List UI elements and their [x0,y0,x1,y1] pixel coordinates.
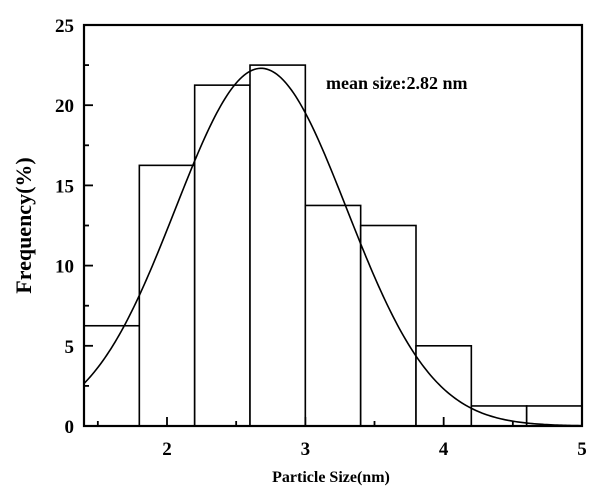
histogram-bar-2 [138,164,196,427]
histogram-bar-9 [525,405,583,427]
x-axis-label: Particle Size(nm) [272,469,390,486]
histogram-bar-5 [304,204,362,427]
y-tick-label: 10 [55,257,74,278]
ticks-layer [84,24,583,427]
y-tick-label: 0 [65,417,75,438]
tick-labels-layer: 2 3 4 5 0 5 10 15 20 25 [55,16,587,460]
y-tick-label: 5 [65,337,75,358]
x-tick-label: 2 [162,439,172,460]
y-axis-label: Frequency(%) [11,157,36,293]
histogram-bar-6 [359,224,417,427]
histogram-bar-4 [249,64,307,427]
histogram-bar-7 [415,344,473,427]
y-tick-label: 20 [55,96,74,117]
bars-layer [83,64,583,427]
x-tick-label: 3 [301,439,311,460]
x-tick-label: 5 [577,439,587,460]
x-tick-label: 4 [439,439,449,460]
histogram-bar-1 [83,324,141,427]
histogram-bar-8 [470,405,528,427]
y-tick-label: 15 [55,176,74,197]
gaussian-fit-curve [83,67,583,427]
mean-size-annotation: mean size:2.82 nm [326,73,467,93]
y-tick-label: 25 [55,16,74,37]
histogram-bar-3 [193,84,251,427]
